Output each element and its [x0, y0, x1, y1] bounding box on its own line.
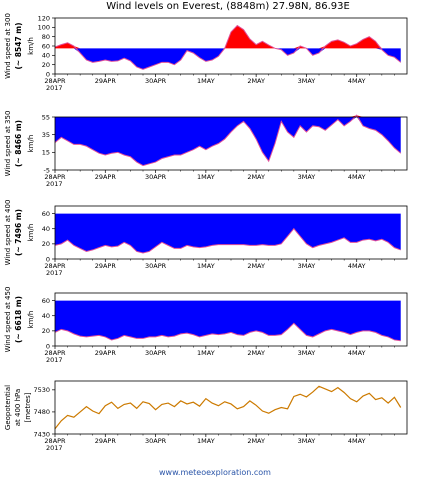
x-tick-label: 4MAY: [348, 262, 366, 270]
x-tick-label: 2MAY: [247, 349, 265, 357]
y-unit-label: km/h: [27, 135, 35, 153]
x-tick-year: 2017: [46, 180, 63, 188]
x-tick-year: 2017: [46, 84, 63, 92]
wind-speed-line: [54, 114, 402, 167]
x-tick-label: 2MAY: [247, 77, 265, 85]
y-tick-label: 80: [42, 33, 50, 41]
y-tick-label: 60: [42, 42, 50, 50]
y-tick-label: 7480: [33, 408, 50, 416]
y-tick-label: 0: [46, 70, 50, 78]
y-label-line1: Wind speed at 300: [4, 13, 12, 79]
y-tick-label: 7430: [33, 430, 50, 438]
y-tick-label: 20: [42, 240, 50, 248]
wind-area-red: [55, 25, 401, 49]
y-label-line2: (~ 8547 m): [14, 22, 23, 69]
y-tick-label: 0: [46, 342, 50, 350]
y-tick-label: 20: [42, 61, 50, 69]
wind-speed-line: [54, 24, 402, 70]
x-tick-label: 1MAY: [197, 262, 215, 270]
x-tick-label: 3MAY: [298, 77, 316, 85]
footer-website: www.meteoexploration.com: [159, 468, 271, 477]
y-label-line2: (~ 8466 m): [14, 120, 23, 167]
x-tick-year: 2017: [46, 444, 63, 452]
y-tick-label: -5: [44, 166, 50, 174]
y-label-line1: Wind speed at 350: [4, 111, 12, 177]
x-tick-label: 2MAY: [247, 437, 265, 445]
y-tick-label: 55: [42, 113, 50, 121]
geopotential-line: [54, 385, 402, 430]
x-tick-label: 1MAY: [197, 437, 215, 445]
x-tick-label: 28APR: [44, 437, 66, 445]
y-label-line1: Wind speed at 400: [4, 200, 12, 266]
y-unit-label: km/h: [27, 224, 35, 242]
y-tick-label: 0: [46, 255, 50, 263]
x-tick-label: 3MAY: [298, 437, 316, 445]
y-tick-label: 120: [38, 14, 50, 22]
y-tick-label: 40: [42, 225, 50, 233]
x-tick-label: 4MAY: [348, 437, 366, 445]
y-tick-label: 7530: [33, 386, 50, 394]
x-tick-label: 2MAY: [247, 262, 265, 270]
x-tick-year: 2017: [46, 356, 63, 364]
y-label-line1: Geopotential: [4, 385, 12, 430]
x-tick-label: 1MAY: [197, 173, 215, 181]
y-label-line1: Wind speed at 450: [4, 287, 12, 353]
y-label-line2: (~ 6618 m): [14, 296, 23, 343]
wind-speed-line: [54, 227, 401, 254]
wind-area-blue: [55, 48, 401, 70]
x-tick-label: 30APR: [145, 437, 167, 445]
y-unit-label: km/h: [27, 37, 35, 55]
chart-title: Wind levels on Everest, (8848m) 27.98N, …: [106, 1, 350, 12]
x-tick-label: 29APR: [95, 77, 117, 85]
y-label-line2: at 400 hPa: [14, 389, 22, 426]
x-tick-label: 4MAY: [348, 349, 366, 357]
y-label-line2: (~ 7496 m): [14, 209, 23, 256]
x-tick-label: 28APR: [44, 77, 66, 85]
x-tick-label: 29APR: [95, 262, 117, 270]
wind-area-blue: [55, 213, 401, 253]
x-tick-label: 29APR: [95, 173, 117, 181]
x-tick-label: 3MAY: [298, 262, 316, 270]
x-tick-label: 30APR: [145, 349, 167, 357]
x-tick-label: 28APR: [44, 173, 66, 181]
wind-area-blue: [55, 117, 401, 166]
y-tick-label: 100: [38, 24, 50, 32]
y-tick-label: 40: [42, 52, 50, 60]
x-tick-label: 3MAY: [298, 173, 316, 181]
x-tick-label: 2MAY: [247, 173, 265, 181]
y-tick-label: 60: [42, 297, 50, 305]
y-tick-label: 20: [42, 327, 50, 335]
y-tick-label: 40: [42, 312, 50, 320]
x-tick-label: 1MAY: [197, 349, 215, 357]
x-tick-label: 28APR: [44, 349, 66, 357]
x-tick-label: 4MAY: [348, 77, 366, 85]
x-tick-label: 28APR: [44, 262, 66, 270]
y-unit-label: km/h: [27, 311, 35, 329]
y-tick-label: 60: [42, 210, 50, 218]
plot-frame: [54, 380, 408, 435]
x-tick-label: 1MAY: [197, 77, 215, 85]
x-tick-label: 30APR: [145, 173, 167, 181]
y-tick-label: 15: [42, 149, 50, 157]
x-tick-label: 30APR: [145, 262, 167, 270]
x-tick-year: 2017: [46, 269, 63, 277]
y-tick-label: 35: [42, 131, 50, 139]
x-tick-label: 29APR: [95, 437, 117, 445]
x-tick-label: 29APR: [95, 349, 117, 357]
y-label-line3: [metres]: [24, 392, 32, 422]
wind-speed-line: [54, 322, 401, 342]
x-tick-label: 3MAY: [298, 349, 316, 357]
wind-area-blue: [55, 300, 401, 341]
x-tick-label: 4MAY: [348, 173, 366, 181]
x-tick-label: 30APR: [145, 77, 167, 85]
